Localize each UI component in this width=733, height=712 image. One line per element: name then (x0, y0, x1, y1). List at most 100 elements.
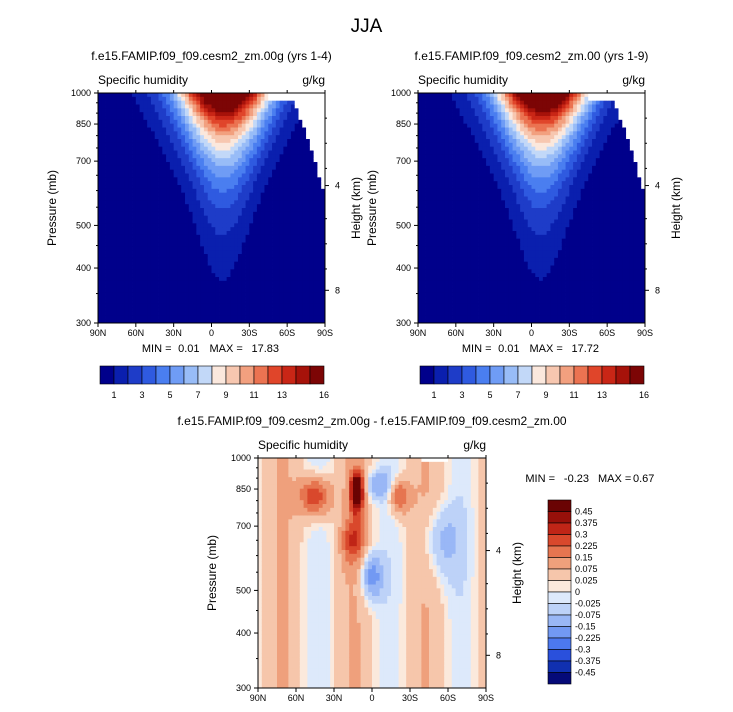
field-cell (139, 211, 144, 217)
field-cell (283, 185, 288, 190)
field-cell (429, 257, 434, 263)
field-cell (135, 162, 141, 167)
field-cell (139, 219, 144, 224)
field-cell (321, 150, 326, 155)
field-cell (275, 204, 280, 209)
field-cell (313, 211, 318, 217)
field-cell (433, 100, 438, 105)
field-cell (234, 303, 239, 309)
field-cell (425, 119, 430, 125)
field-cell (260, 127, 265, 132)
field-cell (185, 108, 190, 113)
field-cell (109, 96, 114, 102)
field-cell (185, 269, 190, 274)
field-cell (418, 215, 423, 220)
field-cell (317, 96, 322, 102)
field-cell (272, 108, 277, 113)
field-cell (128, 234, 133, 240)
field-cell (169, 93, 175, 98)
field-cell (448, 215, 453, 220)
field-cell (203, 215, 209, 220)
field-cell (150, 307, 156, 312)
field-cell (196, 154, 201, 159)
field-cell (98, 254, 103, 259)
field-cell (245, 234, 250, 240)
field-cell (309, 200, 315, 205)
field-cell (207, 292, 212, 297)
field-cell (448, 158, 453, 163)
field-cell (279, 273, 284, 278)
field-cell (150, 116, 156, 121)
field-cell (116, 165, 122, 171)
field-cell (101, 261, 106, 266)
field-cell (185, 100, 190, 105)
field-cell (309, 319, 315, 324)
field-cell (272, 131, 277, 136)
field-cell (482, 223, 487, 228)
field-cell (290, 227, 296, 232)
field-cell (444, 131, 449, 136)
field-cell (275, 139, 280, 144)
field-cell (139, 100, 144, 105)
field-cell (489, 188, 495, 194)
field-cell (196, 288, 201, 293)
field-cell (294, 300, 299, 305)
field-cell (264, 100, 269, 105)
field-cell (143, 280, 148, 286)
field-cell (105, 300, 110, 305)
field-cell (237, 146, 243, 151)
field-cell (241, 284, 246, 289)
field-cell (101, 280, 106, 286)
field-cell (188, 238, 193, 243)
field-cell (101, 215, 106, 220)
field-cell (440, 185, 445, 190)
field-cell (173, 227, 178, 232)
field-cell (317, 315, 322, 320)
field-cell (173, 280, 178, 286)
field-cell (98, 93, 103, 98)
field-cell (226, 273, 231, 278)
field-cell (158, 142, 163, 148)
colorbar-label: 5 (167, 390, 172, 400)
field-cell (433, 185, 438, 190)
field-cell (298, 311, 303, 316)
field-cell (421, 204, 426, 209)
field-cell (98, 208, 103, 213)
field-cell (433, 192, 438, 197)
field-cell (177, 204, 182, 209)
field-cell (425, 131, 430, 136)
field-cell (169, 261, 175, 266)
field-cell (132, 204, 137, 209)
field-cell (459, 296, 464, 301)
field-cell (249, 238, 254, 243)
field-cell (135, 116, 141, 121)
field-cell (196, 131, 201, 136)
field-cell (298, 154, 303, 159)
field-cell (116, 238, 122, 243)
field-cell (253, 146, 258, 151)
field-cell (185, 292, 190, 297)
field-cell (493, 196, 498, 201)
stats-max-value: 17.83 (252, 343, 280, 355)
field-cell (101, 119, 106, 125)
field-cell (196, 284, 201, 289)
field-cell (455, 307, 461, 312)
field-cell (177, 177, 182, 182)
field-cell (150, 188, 156, 194)
field-cell (425, 192, 430, 197)
field-cell (448, 104, 453, 109)
field-cell (268, 131, 273, 136)
field-cell (463, 93, 468, 98)
field-cell (455, 296, 461, 301)
field-cell (237, 211, 243, 217)
field-cell (313, 223, 318, 228)
field-cell (124, 231, 129, 236)
field-cell (185, 219, 190, 224)
field-cell (452, 307, 457, 312)
field-cell (109, 234, 114, 240)
field-cell (452, 154, 457, 159)
field-cell (425, 307, 430, 312)
field-cell (452, 116, 457, 121)
field-cell (433, 200, 438, 205)
field-cell (185, 173, 190, 178)
